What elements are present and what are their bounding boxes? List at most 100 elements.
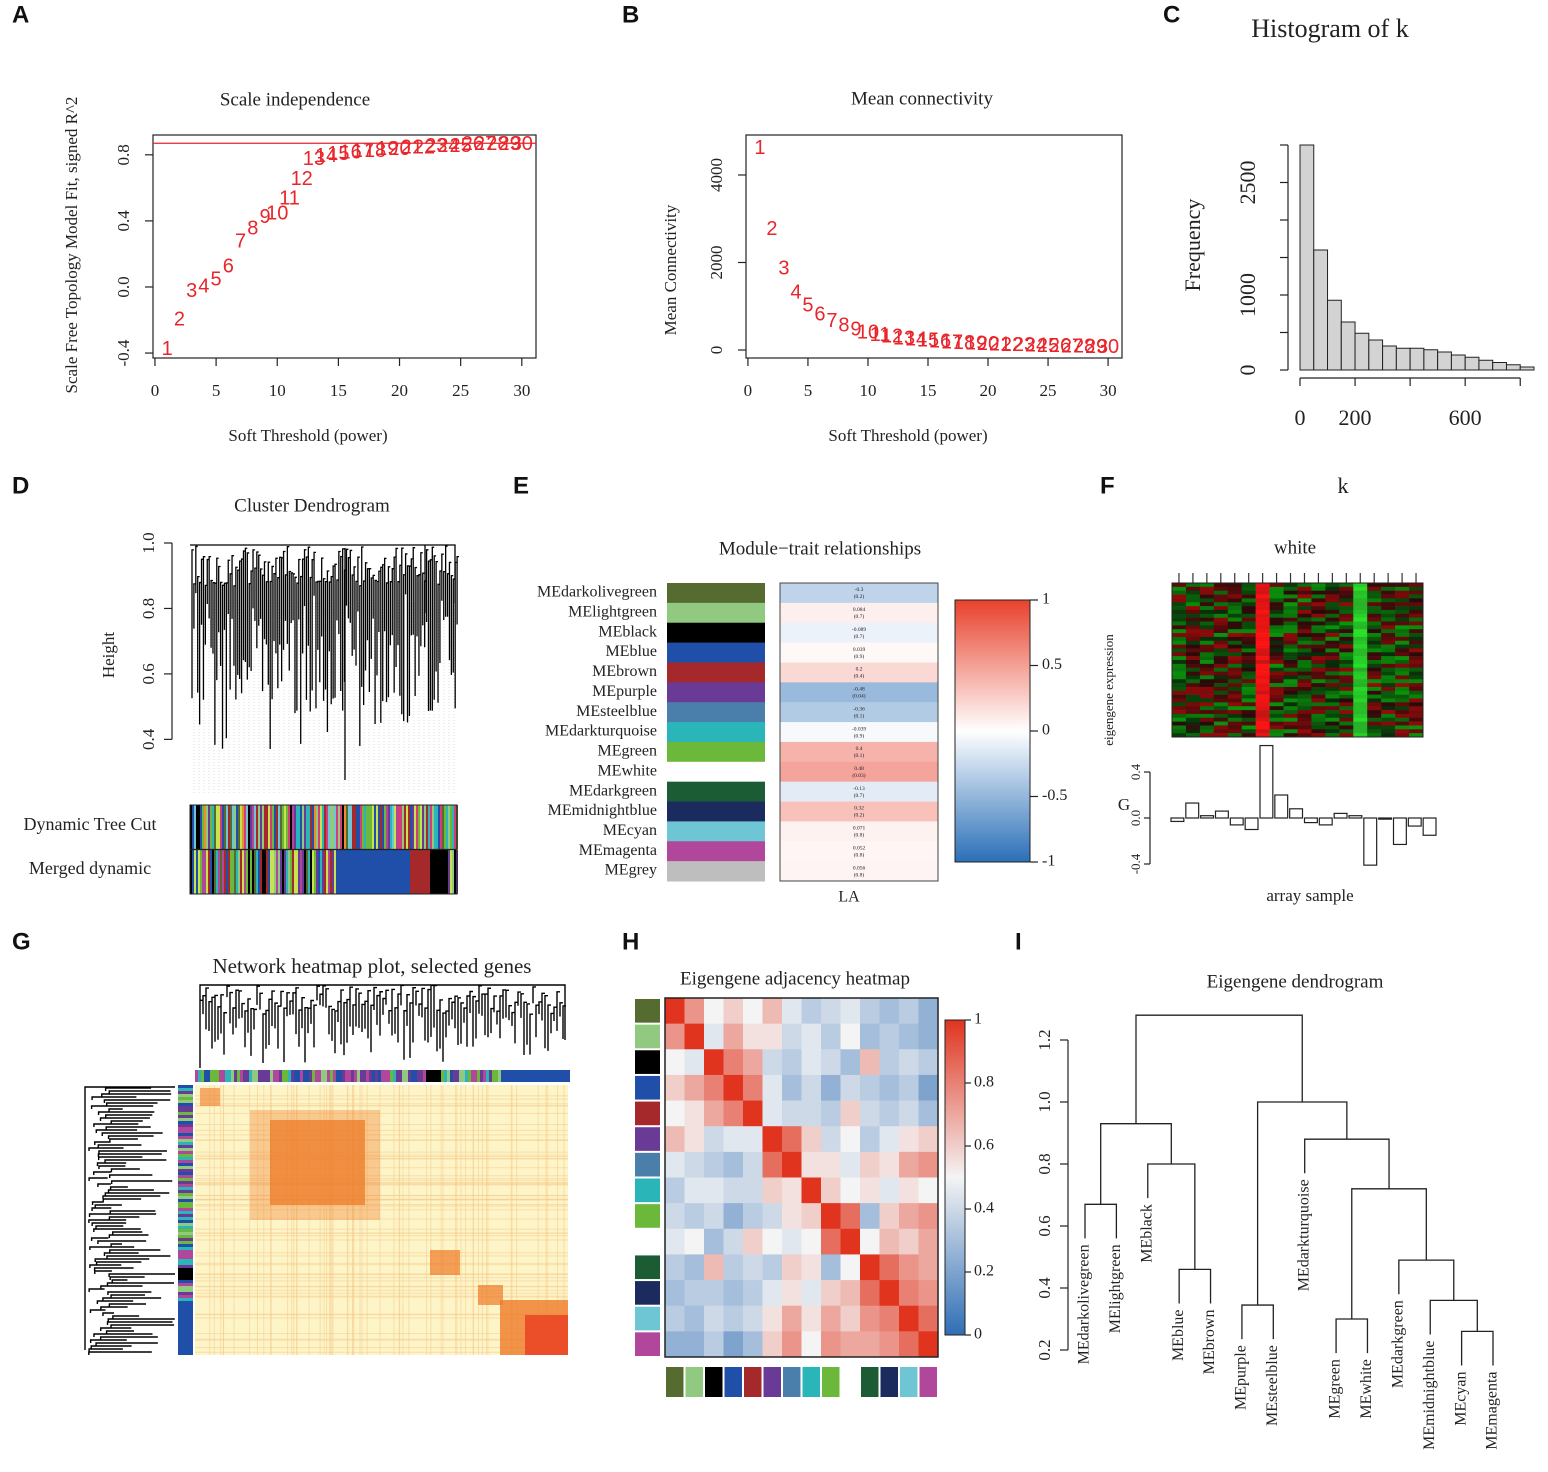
cell-pvalue: (0.2) xyxy=(854,812,865,819)
expression-cell xyxy=(1339,629,1354,634)
expression-cell xyxy=(1199,656,1215,661)
expression-cell xyxy=(1311,648,1326,653)
bottom-color xyxy=(802,1367,820,1397)
leaf-label: MEblue xyxy=(1170,1310,1187,1362)
expression-cell xyxy=(1325,640,1340,645)
color-strip xyxy=(366,850,368,894)
expression-cell xyxy=(1297,725,1312,730)
heatmap-frame xyxy=(779,582,939,882)
color-strip xyxy=(294,850,296,894)
point-label: 15 xyxy=(327,143,349,165)
expression-cell xyxy=(1269,675,1284,680)
color-strip xyxy=(448,850,450,894)
expression-cell xyxy=(1241,725,1256,730)
expression-cell xyxy=(1255,613,1270,618)
color-strip xyxy=(300,1070,303,1082)
color-strip xyxy=(516,1070,519,1082)
color-strip xyxy=(390,1070,393,1082)
color-strip xyxy=(178,1229,193,1232)
color-strip xyxy=(178,1286,193,1289)
expression-cell xyxy=(1172,625,1187,630)
heatmap-stripe xyxy=(546,1085,548,1355)
heatmap-cell xyxy=(879,1126,900,1153)
heatmap-cell xyxy=(840,1280,861,1307)
heatmap-cell xyxy=(704,1049,724,1076)
expression-cell xyxy=(1227,702,1243,707)
heatmap-cell xyxy=(723,1049,744,1076)
heatmap-cell xyxy=(801,998,822,1025)
expression-cell xyxy=(1241,656,1256,661)
expression-cell xyxy=(1367,710,1382,715)
expression-cell xyxy=(1255,586,1270,591)
color-strip xyxy=(369,1070,372,1082)
heatmap-stripe xyxy=(256,1085,258,1355)
heatmap-stripe xyxy=(195,1239,568,1241)
expression-cell xyxy=(1185,621,1201,626)
heatmap-cell xyxy=(821,1254,841,1281)
expression-cell xyxy=(1185,717,1201,722)
expression-cell xyxy=(1409,721,1424,726)
expression-cell xyxy=(1255,698,1270,703)
expression-cell xyxy=(1172,690,1187,695)
color-strip xyxy=(552,1070,555,1082)
heatmap-cell xyxy=(918,1305,939,1332)
expression-cell xyxy=(1283,644,1298,649)
color-strip xyxy=(178,1289,193,1292)
expression-cell xyxy=(1367,583,1382,588)
x-tick-label: 0 xyxy=(1295,405,1306,430)
leaf-label: MEgreen xyxy=(1327,1359,1344,1419)
heatmap-cell xyxy=(704,1023,724,1050)
expression-cell xyxy=(1367,640,1382,645)
heatmap-cell xyxy=(918,1280,939,1307)
color-strip xyxy=(408,805,410,849)
expression-cell xyxy=(1199,675,1215,680)
color-strip xyxy=(374,805,376,849)
expression-cell xyxy=(1269,633,1284,638)
expression-cell xyxy=(1283,733,1298,738)
heatmap-stripe xyxy=(195,1124,568,1126)
y-tick-label: 0.4 xyxy=(1128,763,1143,780)
leaf-label: MEdarkturquoise xyxy=(1295,1179,1312,1291)
heatmap-cell xyxy=(762,1203,783,1230)
y-tick-label: 2000 xyxy=(707,245,726,279)
expression-cell xyxy=(1283,652,1298,657)
color-strip xyxy=(444,1070,447,1082)
heatmap-stripe xyxy=(195,1129,568,1131)
color-strip xyxy=(456,1070,459,1082)
expression-cell xyxy=(1395,725,1410,730)
module-color xyxy=(667,821,765,842)
point-label: 27 xyxy=(474,133,496,155)
heatmap-cell xyxy=(704,1074,724,1101)
expression-cell xyxy=(1255,590,1270,595)
expression-cell xyxy=(1269,586,1284,591)
expression-cell xyxy=(1311,725,1326,730)
expression-cell xyxy=(1199,602,1215,607)
expression-cell xyxy=(1325,713,1340,719)
expression-cell xyxy=(1311,713,1326,719)
expression-cell xyxy=(1297,636,1312,642)
expression-cell xyxy=(1213,702,1229,707)
expression-cell xyxy=(1241,713,1256,719)
expression-cell xyxy=(1367,702,1382,707)
module-color xyxy=(667,741,765,763)
expression-cell xyxy=(1213,621,1229,626)
color-strip xyxy=(444,805,446,849)
point-label: 20 xyxy=(388,138,410,160)
expression-cell xyxy=(1395,625,1410,630)
heatmap-cell xyxy=(899,1305,919,1332)
expression-cell xyxy=(1367,621,1382,626)
color-strip xyxy=(316,805,318,849)
expression-cell xyxy=(1409,640,1424,645)
point-label: 8 xyxy=(247,217,258,239)
heatmap-cell xyxy=(860,1305,880,1332)
expression-cell xyxy=(1255,625,1270,630)
color-strip xyxy=(398,805,400,849)
chart-title: Mean connectivity xyxy=(851,88,993,109)
expression-cell xyxy=(1339,663,1354,668)
y-tick-label: 1.0 xyxy=(139,532,158,553)
expression-cell xyxy=(1227,698,1243,703)
color-strip xyxy=(462,1070,465,1082)
bar xyxy=(1200,815,1215,819)
expression-cell xyxy=(1283,683,1298,688)
